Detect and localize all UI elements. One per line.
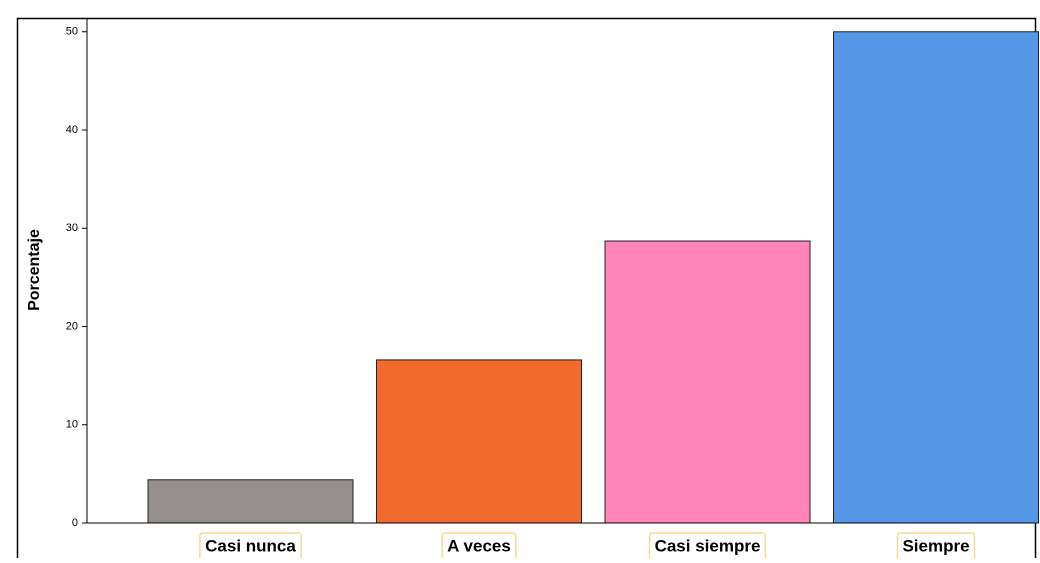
x-tick-label: Siempre bbox=[902, 536, 969, 555]
y-axis-title: Porcentaje bbox=[26, 229, 43, 311]
x-tick-label: Casi nunca bbox=[205, 536, 296, 555]
x-tick-label: A veces bbox=[447, 536, 511, 555]
y-tick-label: 50 bbox=[66, 26, 78, 38]
bar bbox=[376, 359, 582, 524]
x-tick-label: Casi siempre bbox=[655, 536, 761, 555]
y-tick-label: 0 bbox=[72, 517, 78, 529]
y-tick-label: 10 bbox=[66, 419, 78, 431]
x-tick-label-box bbox=[896, 532, 976, 563]
y-tick-label: 20 bbox=[66, 320, 78, 332]
x-tick-label-box bbox=[199, 532, 302, 563]
bar bbox=[604, 240, 811, 524]
bar bbox=[147, 479, 354, 524]
y-tick-label: 30 bbox=[66, 222, 78, 234]
bar bbox=[833, 31, 1039, 524]
x-tick-label-box bbox=[648, 532, 767, 563]
y-tick-label: 40 bbox=[66, 124, 78, 136]
x-tick-label-box bbox=[441, 532, 517, 563]
